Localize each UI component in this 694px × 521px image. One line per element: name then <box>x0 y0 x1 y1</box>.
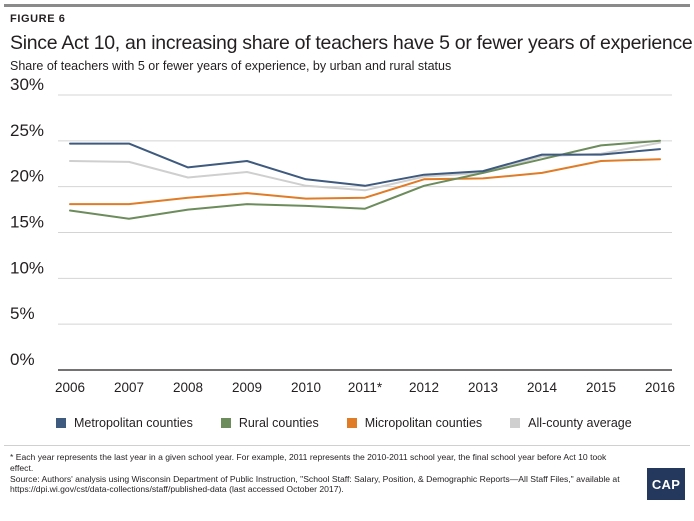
legend-swatch <box>510 418 521 428</box>
source-text: Source: Authors' analysis using Wisconsi… <box>10 473 620 495</box>
legend-label: Rural counties <box>238 416 319 430</box>
x-tick-label: 2007 <box>114 380 144 395</box>
footnote-text: * Each year represents the last year in … <box>10 452 607 473</box>
x-tick-label: 2012 <box>409 380 439 395</box>
legend-label: Metropolitan counties <box>74 416 193 430</box>
series-lines <box>69 139 661 220</box>
y-tick-label: 0% <box>10 350 35 369</box>
footnote: * Each year represents the last year in … <box>10 452 630 495</box>
legend-item: Micropolitan counties <box>346 416 483 430</box>
legend-swatch <box>56 418 66 428</box>
legend-item: All-county average <box>510 416 632 430</box>
x-tick-label: 2010 <box>291 380 321 395</box>
gridlines <box>58 94 672 371</box>
x-tick-label: 2008 <box>173 380 203 395</box>
top-rule <box>4 4 690 7</box>
y-tick-label: 30% <box>10 78 44 94</box>
x-tick-label: 2013 <box>468 380 498 395</box>
figure-label: FIGURE 6 <box>10 13 66 25</box>
y-tick-label: 10% <box>10 258 44 277</box>
x-tick-label: 2015 <box>586 380 616 395</box>
x-axis-ticks: 2006 2007 2008 2009 2010 2011* 2012 2013 2014 201… <box>55 380 675 395</box>
legend-label: Micropolitan counties <box>364 416 483 430</box>
x-tick-label: 2016 <box>645 380 675 395</box>
legend-swatch <box>220 418 231 428</box>
y-tick-label: 15% <box>10 213 44 232</box>
y-tick-label: 20% <box>10 167 44 186</box>
chart-title: Since Act 10, an increasing share of tea… <box>10 32 693 54</box>
series-line-metropolitan-counties <box>69 142 661 187</box>
x-tick-label: 2014 <box>527 380 558 395</box>
legend: Metropolitan counties Rural counties Micro… <box>56 416 660 430</box>
chart-subtitle: Share of teachers with 5 or fewer years … <box>10 59 452 73</box>
legend-item: Rural counties <box>220 416 319 430</box>
legend-item: Metropolitan counties <box>56 416 193 430</box>
cap-logo: CAP <box>647 468 685 500</box>
series-line-rural-counties <box>69 139 661 220</box>
y-axis-ticks: 0% 5% 10% 15% 20% 25% 30% <box>10 78 44 369</box>
x-tick-label: 2009 <box>232 380 262 395</box>
x-tick-label: 2006 <box>55 380 85 395</box>
legend-label: All-county average <box>528 416 632 430</box>
footer-divider <box>4 445 690 446</box>
line-chart: 0% 5% 10% 15% 20% 25% 30% 2006 2007 2008 2009 2010… <box>10 78 675 395</box>
x-tick-label: 2011* <box>348 380 383 395</box>
y-tick-label: 5% <box>10 304 35 323</box>
legend-swatch <box>346 418 357 428</box>
series-line-micropolitan-counties <box>69 158 661 206</box>
y-tick-label: 25% <box>10 121 44 140</box>
